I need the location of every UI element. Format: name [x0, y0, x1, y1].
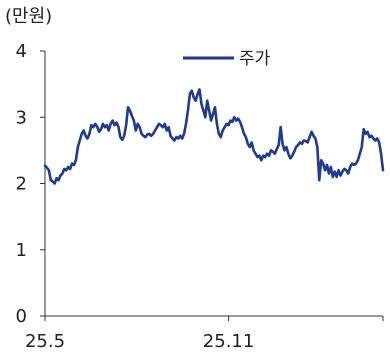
x-tick-label: 25.5 — [25, 331, 65, 352]
y-tick-label: 4 — [16, 41, 27, 62]
x-axis: 25.5 25.11 — [25, 315, 384, 352]
y-axis: 0 1 2 3 4 — [16, 41, 46, 327]
series-line-stock-price — [43, 88, 385, 185]
y-tick-label: 2 — [16, 174, 27, 195]
legend: 주가 — [183, 49, 271, 69]
legend-label: 주가 — [239, 49, 271, 69]
y-tick-label: 1 — [16, 240, 27, 261]
y-tick-label: 3 — [16, 107, 27, 128]
y-tick-label: 0 — [16, 306, 27, 327]
x-tick-label: 25.11 — [203, 331, 255, 352]
series-layer — [43, 88, 385, 185]
unit-label: (만원) — [5, 6, 52, 27]
